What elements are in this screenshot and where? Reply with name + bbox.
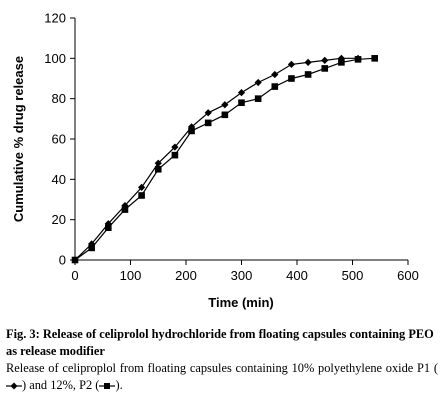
y-tick-label: 20: [52, 212, 66, 227]
series-1-point: [254, 78, 262, 87]
x-tick-label: 200: [175, 268, 197, 283]
series-1-point: [337, 54, 345, 62]
y-tick-label: 60: [52, 132, 66, 147]
series-2-point: [121, 206, 129, 213]
series-2-point: [71, 256, 79, 264]
y-tick-label: 0: [59, 253, 66, 268]
series-2-point: [221, 111, 229, 119]
x-tick-label: 600: [397, 268, 419, 283]
series-1-point: [304, 58, 312, 66]
x-tick-label: 400: [286, 268, 308, 283]
legend-p1-symbol: [6, 382, 22, 390]
series-2-point: [371, 55, 378, 62]
series-2-point: [238, 99, 245, 106]
y-tick-label: 100: [44, 51, 66, 66]
series-2-point: [321, 65, 329, 72]
x-tick-label: 300: [231, 268, 253, 283]
legend-p2-symbol: [99, 383, 116, 390]
y-tick-label: 40: [52, 172, 66, 187]
series-2-point: [304, 71, 312, 78]
figure-label: Fig. 3: Release of celiprolol hydrochlor…: [6, 327, 434, 358]
series-1-point: [138, 183, 146, 191]
series-2-point: [88, 244, 95, 252]
series-1-point: [321, 56, 329, 64]
series-layer: [71, 54, 378, 264]
series-2-point: [288, 75, 295, 82]
y-tick-label: 80: [52, 91, 66, 106]
series-2-point: [271, 83, 279, 90]
series-2-point: [138, 192, 145, 199]
x-tick-label: 0: [71, 268, 78, 283]
series-2-point: [171, 151, 179, 159]
series-2-point: [338, 59, 345, 66]
y-axis-title: Cumulative % drug release: [11, 56, 26, 222]
series-2-point: [105, 224, 112, 232]
release-chart: 0 100 200 300 400 500 600 0 20 40 60 80 100 120 Time …: [11, 11, 419, 311]
series-2-line: [74, 57, 375, 261]
series-1-point: [154, 159, 162, 167]
series-1-line: [74, 57, 359, 261]
x-tick-label: 500: [342, 268, 364, 283]
chart-svg: 0 100 200 300 400 500 600 0 20 40 60 80 100 120 Time …: [11, 11, 419, 311]
series-1-point: [237, 89, 246, 97]
x-axis-title: Time (min): [208, 295, 274, 310]
series-2-point: [254, 95, 262, 102]
figure-caption: Fig. 3: Release of celiprolol hydrochlor…: [6, 326, 438, 394]
series-1-point: [271, 70, 279, 79]
caption-text-2: ) and 12%, P2 (: [22, 378, 100, 392]
series-2-point: [154, 165, 162, 173]
x-tick-label: 100: [120, 268, 142, 283]
axes-layer: 0 100 200 300 400 500 600 0 20 40 60 80 100 120: [44, 11, 419, 284]
caption-body: Release of celiproplol from floating cap…: [6, 360, 438, 394]
caption-text-3: ).: [115, 378, 123, 392]
series-2-point: [188, 127, 195, 135]
series-1-point: [221, 101, 229, 109]
series-1-point: [171, 143, 179, 151]
y-tick-label: 120: [44, 11, 66, 26]
series-1-point: [204, 109, 212, 117]
caption-text-1: Release of celiproplol from floating cap…: [6, 361, 438, 375]
series-2-point: [354, 56, 362, 63]
series-1-point: [287, 60, 296, 68]
series-2-point: [204, 119, 212, 127]
